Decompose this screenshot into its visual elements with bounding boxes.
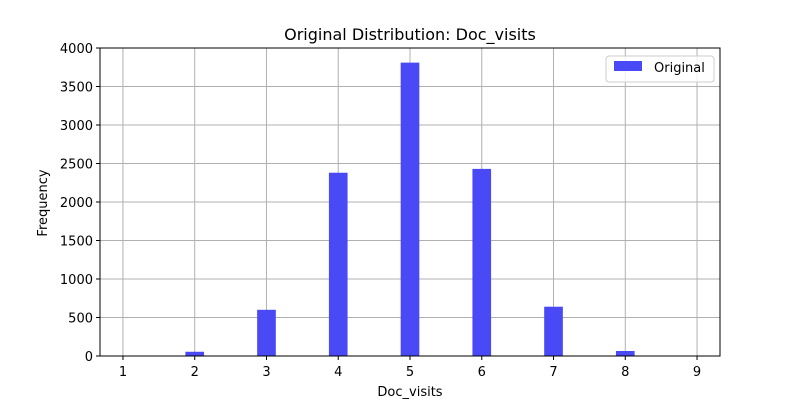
x-tick-label: 8 (621, 365, 629, 380)
x-tick-label: 2 (191, 365, 199, 380)
bar-7 (544, 306, 563, 356)
x-tick-label: 9 (693, 365, 701, 380)
bar-4 (328, 172, 348, 356)
y-tick-label: 4000 (60, 42, 93, 57)
x-tick-label: 6 (478, 365, 486, 380)
y-tick-label: 2000 (60, 196, 93, 211)
bar-2 (185, 351, 205, 356)
y-tick-label: 1000 (60, 273, 93, 288)
x-tick-label: 4 (334, 365, 342, 380)
bar-5 (400, 62, 420, 356)
bar-8 (615, 350, 635, 356)
bar-6 (472, 168, 492, 356)
chart-title: Original Distribution: Doc_visits (284, 25, 536, 45)
y-tick-label: 3500 (60, 81, 93, 96)
y-tick-label: 1500 (60, 235, 93, 250)
x-axis-ticks: 1 2 3 4 5 6 7 8 9 (119, 356, 701, 380)
bar-layer (185, 62, 635, 356)
x-tick-label: 1 (119, 365, 127, 380)
y-axis-label: Frequency (36, 169, 51, 236)
x-tick-label: 3 (262, 365, 270, 380)
x-axis-label: Doc_visits (377, 385, 442, 400)
legend: Original (605, 55, 715, 83)
x-tick-label: 5 (406, 365, 414, 380)
legend-label: Original (654, 61, 705, 76)
y-tick-label: 2500 (60, 158, 93, 173)
y-tick-label: 3000 (60, 119, 93, 134)
y-axis-ticks: 0 500 1000 1500 2000 2500 3000 3500 4000 (60, 42, 100, 365)
bar-3 (257, 309, 276, 356)
y-tick-label: 0 (85, 350, 93, 365)
y-tick-label: 500 (68, 312, 93, 327)
legend-swatch (614, 61, 642, 71)
x-tick-label: 7 (549, 365, 557, 380)
